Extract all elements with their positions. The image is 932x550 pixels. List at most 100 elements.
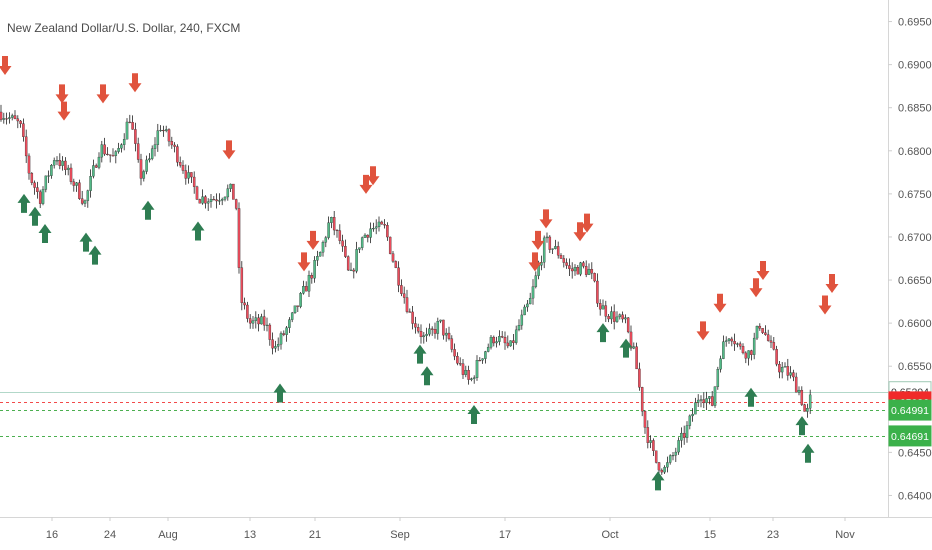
candle-body bbox=[464, 370, 468, 375]
sell-signal-arrow bbox=[222, 140, 236, 160]
candle-body bbox=[470, 378, 473, 380]
buy-signal-arrow bbox=[651, 471, 665, 491]
candle-body bbox=[638, 368, 641, 388]
candle-body bbox=[744, 352, 748, 359]
candle-body bbox=[710, 396, 714, 406]
candle-body bbox=[240, 267, 244, 303]
candle-body bbox=[503, 337, 507, 344]
candle-body bbox=[682, 432, 686, 438]
candle-body bbox=[654, 450, 658, 463]
buy-signal-arrow bbox=[795, 416, 809, 436]
candle-body bbox=[206, 201, 210, 204]
candle-body bbox=[341, 240, 344, 247]
candle-body bbox=[573, 267, 577, 272]
buy-signal-arrow bbox=[273, 383, 287, 403]
candle-body bbox=[668, 455, 672, 463]
candle-body bbox=[372, 228, 375, 230]
candle-body bbox=[794, 376, 798, 393]
buy-signal-arrow bbox=[191, 221, 205, 241]
buy-signal-arrow bbox=[413, 344, 427, 364]
candle-body bbox=[769, 340, 773, 343]
candle-body bbox=[677, 440, 680, 453]
sell-signal-arrow bbox=[96, 84, 110, 104]
sell-signal-arrow bbox=[539, 209, 553, 229]
sell-signal-arrow bbox=[531, 230, 545, 250]
candle-body bbox=[330, 217, 333, 223]
candle-body bbox=[125, 121, 129, 140]
candle-body bbox=[111, 155, 115, 157]
candle-body bbox=[688, 415, 692, 426]
candle-body bbox=[534, 275, 538, 287]
candle-body bbox=[554, 246, 557, 249]
candle-body bbox=[405, 297, 409, 312]
candle-body bbox=[391, 253, 395, 262]
candle-body bbox=[800, 389, 804, 405]
candle-body bbox=[114, 151, 118, 156]
sell-signal-arrow bbox=[573, 222, 587, 242]
candle-body bbox=[741, 346, 745, 354]
candle-body bbox=[293, 305, 297, 314]
candle-body bbox=[307, 275, 311, 292]
buy-signal-arrow bbox=[79, 232, 93, 252]
candle-body bbox=[313, 260, 316, 279]
sell-signal-arrow bbox=[297, 252, 311, 272]
candle-body bbox=[94, 165, 98, 168]
candle-body bbox=[97, 156, 101, 168]
candle-body bbox=[433, 329, 437, 334]
candle-body bbox=[72, 181, 76, 186]
candle-body bbox=[402, 293, 406, 298]
candle-body bbox=[268, 324, 272, 340]
candle-body bbox=[374, 226, 378, 229]
buy-signal-arrow bbox=[801, 443, 815, 463]
candle-body bbox=[304, 286, 308, 292]
buy-signal-arrow bbox=[467, 404, 481, 424]
candle-body bbox=[576, 267, 580, 275]
candle-body bbox=[184, 170, 188, 179]
candle-body bbox=[190, 172, 193, 178]
candle-body bbox=[218, 200, 221, 202]
candle-body bbox=[792, 372, 795, 378]
candle-body bbox=[400, 285, 403, 294]
candle-body bbox=[442, 319, 445, 336]
candle-body bbox=[380, 221, 384, 225]
time-tick-label: 17 bbox=[499, 529, 511, 541]
candle-body bbox=[44, 175, 48, 190]
candle-body bbox=[136, 143, 140, 160]
candle-body bbox=[148, 158, 151, 161]
candle-body bbox=[568, 265, 571, 269]
candle-body bbox=[237, 208, 241, 268]
candle-body bbox=[806, 408, 809, 412]
candle-body bbox=[173, 144, 176, 147]
buy-signal-arrow bbox=[17, 193, 31, 213]
candle-body bbox=[766, 334, 770, 341]
candle-body bbox=[349, 269, 353, 271]
candle-body bbox=[520, 314, 524, 326]
candle-body bbox=[153, 144, 157, 149]
candle-body bbox=[618, 314, 622, 318]
candle-body bbox=[366, 234, 370, 238]
candle-body bbox=[103, 144, 106, 155]
candle-body bbox=[394, 261, 398, 268]
candle-body bbox=[500, 336, 504, 338]
candle-body bbox=[509, 340, 512, 347]
candle-body bbox=[691, 413, 694, 417]
candle-body bbox=[414, 323, 417, 328]
candle-body bbox=[780, 367, 784, 373]
price-tag: 0.64991 bbox=[888, 399, 932, 421]
candle-body bbox=[187, 172, 190, 179]
sell-signal-arrow bbox=[756, 261, 770, 281]
candle-body bbox=[705, 398, 708, 404]
candle-body bbox=[156, 130, 160, 145]
sell-signal-arrow bbox=[749, 278, 763, 298]
candle-body bbox=[36, 187, 39, 192]
candle-body bbox=[226, 188, 230, 198]
candle-body bbox=[75, 182, 78, 186]
candle-body bbox=[570, 268, 574, 272]
sell-signal-arrow bbox=[528, 252, 542, 272]
candle-body bbox=[47, 175, 50, 177]
